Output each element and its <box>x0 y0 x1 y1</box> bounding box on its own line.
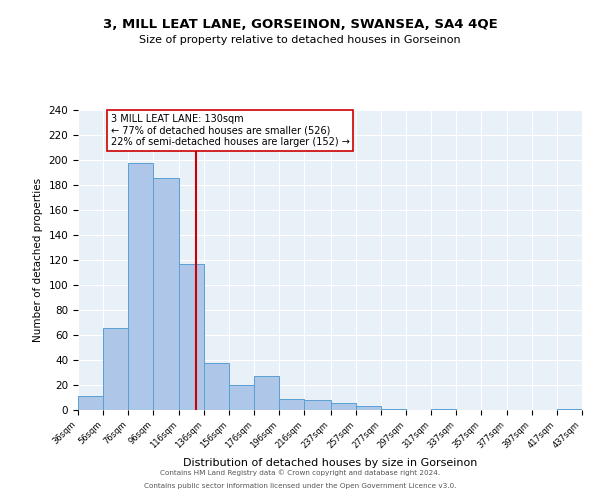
Text: Size of property relative to detached houses in Gorseinon: Size of property relative to detached ho… <box>139 35 461 45</box>
Bar <box>203 362 229 410</box>
X-axis label: Distribution of detached houses by size in Gorseinon: Distribution of detached houses by size … <box>183 458 477 468</box>
Text: Contains HM Land Registry data © Crown copyright and database right 2024.: Contains HM Land Registry data © Crown c… <box>160 470 440 476</box>
Bar <box>279 399 304 410</box>
Bar <box>103 328 128 410</box>
Text: 3, MILL LEAT LANE, GORSEINON, SWANSEA, SA4 4QE: 3, MILL LEAT LANE, GORSEINON, SWANSEA, S… <box>103 18 497 30</box>
Bar <box>179 264 203 410</box>
Bar <box>381 409 406 410</box>
Bar <box>557 409 582 410</box>
Bar <box>331 402 356 410</box>
Bar <box>431 409 457 410</box>
Bar <box>128 162 154 410</box>
Bar <box>356 406 381 410</box>
Y-axis label: Number of detached properties: Number of detached properties <box>33 178 43 342</box>
Text: Contains public sector information licensed under the Open Government Licence v3: Contains public sector information licen… <box>144 483 456 489</box>
Bar <box>229 385 254 410</box>
Bar <box>254 376 279 410</box>
Bar <box>78 396 103 410</box>
Bar <box>304 400 331 410</box>
Text: 3 MILL LEAT LANE: 130sqm
← 77% of detached houses are smaller (526)
22% of semi-: 3 MILL LEAT LANE: 130sqm ← 77% of detach… <box>110 114 350 147</box>
Bar <box>154 178 179 410</box>
